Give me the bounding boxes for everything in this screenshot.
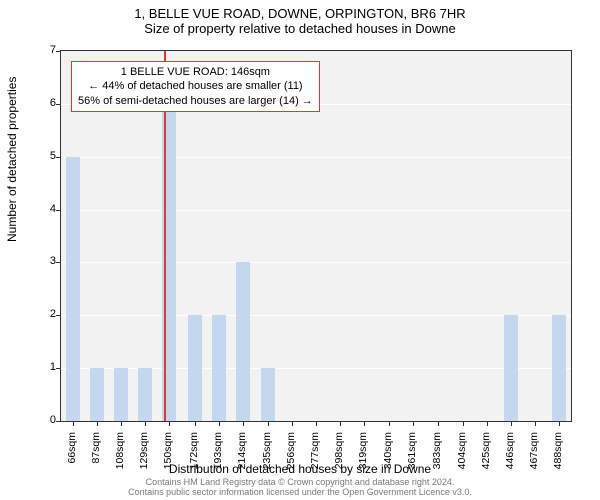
title-block: 1, BELLE VUE ROAD, DOWNE, ORPINGTON, BR6…: [0, 6, 600, 36]
x-tick-label: 193sqm: [212, 432, 224, 472]
x-tick-label: 488sqm: [552, 432, 564, 472]
y-tick-mark: [56, 104, 61, 105]
x-tick-label: 383sqm: [431, 432, 443, 472]
x-tick-mark: [97, 421, 98, 426]
y-tick-mark: [56, 210, 61, 211]
y-tick-label: 6: [50, 97, 56, 109]
bar: [188, 315, 202, 421]
annotation-line1: 1 BELLE VUE ROAD: 146sqm: [78, 65, 313, 79]
y-tick-label: 1: [50, 361, 56, 373]
x-tick-mark: [463, 421, 464, 426]
x-tick-label: 319sqm: [357, 432, 369, 472]
bar: [138, 368, 152, 421]
x-tick-mark: [559, 421, 560, 426]
attribution-footer: Contains HM Land Registry data © Crown c…: [0, 478, 600, 498]
y-tick-mark: [56, 262, 61, 263]
y-tick-mark: [56, 421, 61, 422]
x-tick-label: 404sqm: [456, 432, 468, 472]
x-tick-label: 446sqm: [504, 432, 516, 472]
x-tick-mark: [292, 421, 293, 426]
x-tick-label: 214sqm: [236, 432, 248, 472]
y-tick-label: 4: [50, 203, 56, 215]
x-tick-label: 467sqm: [528, 432, 540, 472]
x-tick-label: 87sqm: [90, 432, 102, 472]
x-tick-mark: [438, 421, 439, 426]
bar: [504, 315, 518, 421]
y-tick-label: 2: [50, 308, 56, 320]
y-tick-label: 5: [50, 150, 56, 162]
annotation-line2: ← 44% of detached houses are smaller (11…: [78, 79, 313, 93]
x-tick-label: 129sqm: [138, 432, 150, 472]
x-tick-mark: [413, 421, 414, 426]
chart-title-line1: 1, BELLE VUE ROAD, DOWNE, ORPINGTON, BR6…: [0, 6, 600, 21]
x-tick-mark: [73, 421, 74, 426]
x-tick-mark: [535, 421, 536, 426]
x-tick-mark: [389, 421, 390, 426]
y-tick-mark: [56, 157, 61, 158]
y-tick-mark: [56, 51, 61, 52]
x-tick-label: 172sqm: [188, 432, 200, 472]
y-tick-label: 0: [50, 414, 56, 426]
footer-line2: Contains public sector information licen…: [0, 488, 600, 498]
x-tick-mark: [268, 421, 269, 426]
x-tick-label: 66sqm: [66, 432, 78, 472]
x-tick-label: 340sqm: [382, 432, 394, 472]
x-tick-label: 108sqm: [114, 432, 126, 472]
y-tick-label: 7: [50, 44, 56, 56]
x-tick-mark: [169, 421, 170, 426]
plot-area: 1 BELLE VUE ROAD: 146sqm ← 44% of detach…: [60, 50, 572, 422]
x-tick-mark: [121, 421, 122, 426]
bar: [552, 315, 566, 421]
x-tick-label: 277sqm: [309, 432, 321, 472]
x-tick-label: 425sqm: [480, 432, 492, 472]
bar: [212, 315, 226, 421]
y-tick-mark: [56, 315, 61, 316]
x-tick-mark: [364, 421, 365, 426]
x-tick-label: 235sqm: [261, 432, 273, 472]
grid-line: [61, 157, 571, 158]
x-tick-mark: [145, 421, 146, 426]
x-tick-mark: [219, 421, 220, 426]
x-tick-mark: [487, 421, 488, 426]
x-tick-mark: [316, 421, 317, 426]
x-tick-mark: [195, 421, 196, 426]
bar: [261, 368, 275, 421]
x-tick-mark: [243, 421, 244, 426]
bar: [66, 157, 80, 421]
y-tick-mark: [56, 368, 61, 369]
bar: [114, 368, 128, 421]
grid-line: [61, 262, 571, 263]
x-tick-mark: [340, 421, 341, 426]
x-tick-label: 298sqm: [333, 432, 345, 472]
annotation-line3: 56% of semi-detached houses are larger (…: [78, 94, 313, 108]
x-tick-label: 150sqm: [162, 432, 174, 472]
y-axis-label: Number of detached properties: [5, 77, 19, 242]
bar: [236, 262, 250, 421]
chart-title-line2: Size of property relative to detached ho…: [0, 21, 600, 36]
y-tick-label: 3: [50, 255, 56, 267]
grid-line: [61, 315, 571, 316]
x-tick-mark: [511, 421, 512, 426]
annotation-callout: 1 BELLE VUE ROAD: 146sqm ← 44% of detach…: [71, 61, 320, 112]
grid-line: [61, 210, 571, 211]
chart-container: 1, BELLE VUE ROAD, DOWNE, ORPINGTON, BR6…: [0, 0, 600, 500]
x-tick-label: 256sqm: [285, 432, 297, 472]
bar: [90, 368, 104, 421]
x-tick-label: 361sqm: [406, 432, 418, 472]
